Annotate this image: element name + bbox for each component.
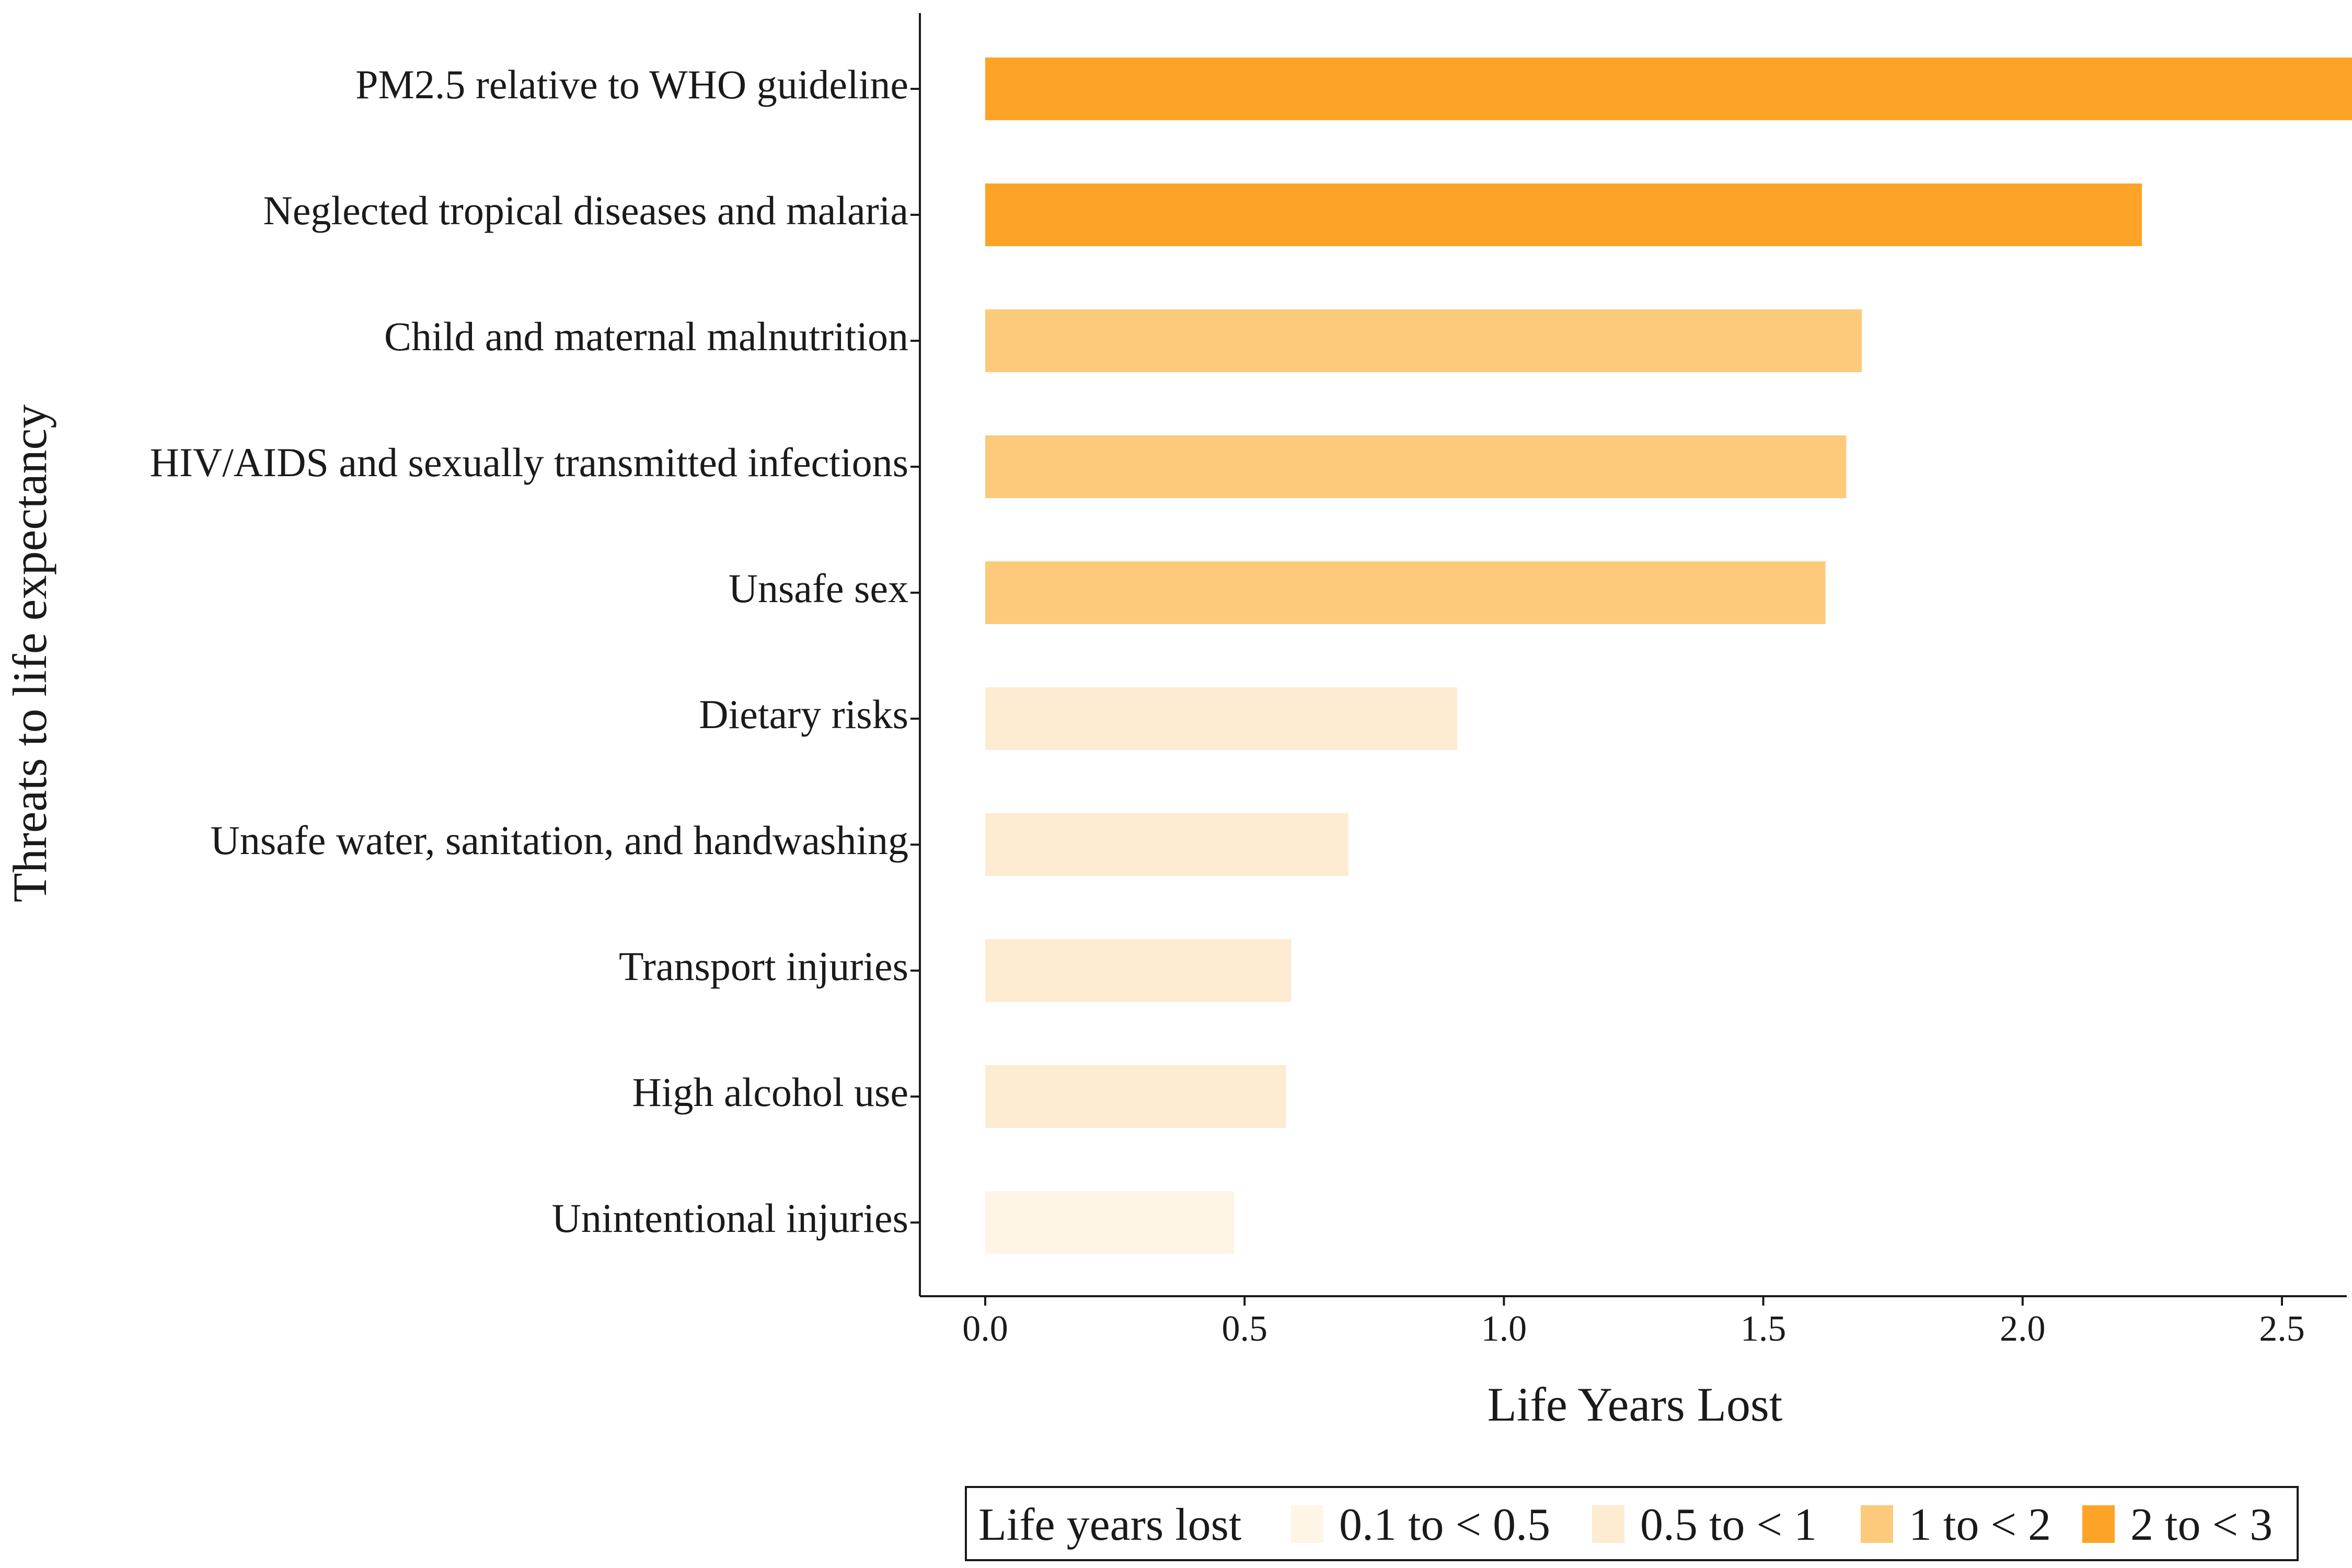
x-tick-label: 0.0 [962, 1309, 1008, 1349]
category-label: Unintentional injuries [552, 1195, 908, 1241]
category-label: High alcohol use [632, 1069, 908, 1115]
legend-swatch [1861, 1505, 1893, 1543]
category-labels: PM2.5 relative to WHO guideline Neglected… [150, 62, 920, 1241]
legend: Life years lost 0.1 to < 0.5 0.5 to < 1 1 … [965, 1486, 2299, 1561]
bar [985, 1191, 1235, 1254]
bar [985, 687, 1458, 750]
legend-box [965, 1486, 2299, 1561]
y-axis-title: Threats to life expectancy [3, 405, 56, 903]
legend-title: Life years lost [978, 1500, 1241, 1550]
bar [985, 57, 2352, 120]
bar [985, 435, 1847, 498]
bars-group [985, 57, 2352, 1254]
legend-label: 1 to < 2 [1909, 1500, 2051, 1550]
x-tick-label: 2.0 [2000, 1309, 2046, 1349]
category-label: HIV/AIDS and sexually transmitted infect… [150, 440, 908, 485]
category-label: Neglected tropical diseases and malaria [263, 188, 908, 233]
legend-label: 2 to < 3 [2130, 1500, 2273, 1550]
bar [985, 939, 1292, 1002]
bar [985, 813, 1348, 876]
category-label: Dietary risks [699, 691, 908, 737]
legend-label: 0.1 to < 0.5 [1339, 1500, 1550, 1550]
legend-swatch [2082, 1505, 2115, 1543]
x-tick-label: 2.5 [2259, 1309, 2305, 1349]
x-axis-ticks: 0.0 0.5 1.0 1.5 2.0 2.5 [962, 1296, 2305, 1349]
bar [985, 1065, 1286, 1128]
bar [985, 309, 1862, 372]
legend-items: 0.1 to < 0.5 0.5 to < 1 1 to < 2 2 to < 3 [1291, 1500, 2273, 1550]
category-label: Transport injuries [619, 943, 908, 989]
legend-swatch [1291, 1505, 1323, 1543]
category-label: Unsafe water, sanitation, and handwashin… [211, 817, 908, 863]
category-label: Child and maternal malnutrition [384, 314, 908, 359]
legend-label: 0.5 to < 1 [1640, 1500, 1817, 1550]
x-tick-label: 1.0 [1481, 1309, 1527, 1349]
x-tick-label: 1.5 [1740, 1309, 1786, 1349]
bar [985, 183, 2142, 246]
category-label: PM2.5 relative to WHO guideline [355, 62, 908, 107]
category-label: Unsafe sex [729, 566, 908, 611]
x-axis-title: Life Years Lost [1488, 1378, 1783, 1431]
x-tick-label: 0.5 [1221, 1309, 1267, 1349]
bar [985, 561, 1826, 624]
legend-swatch [1592, 1505, 1624, 1543]
